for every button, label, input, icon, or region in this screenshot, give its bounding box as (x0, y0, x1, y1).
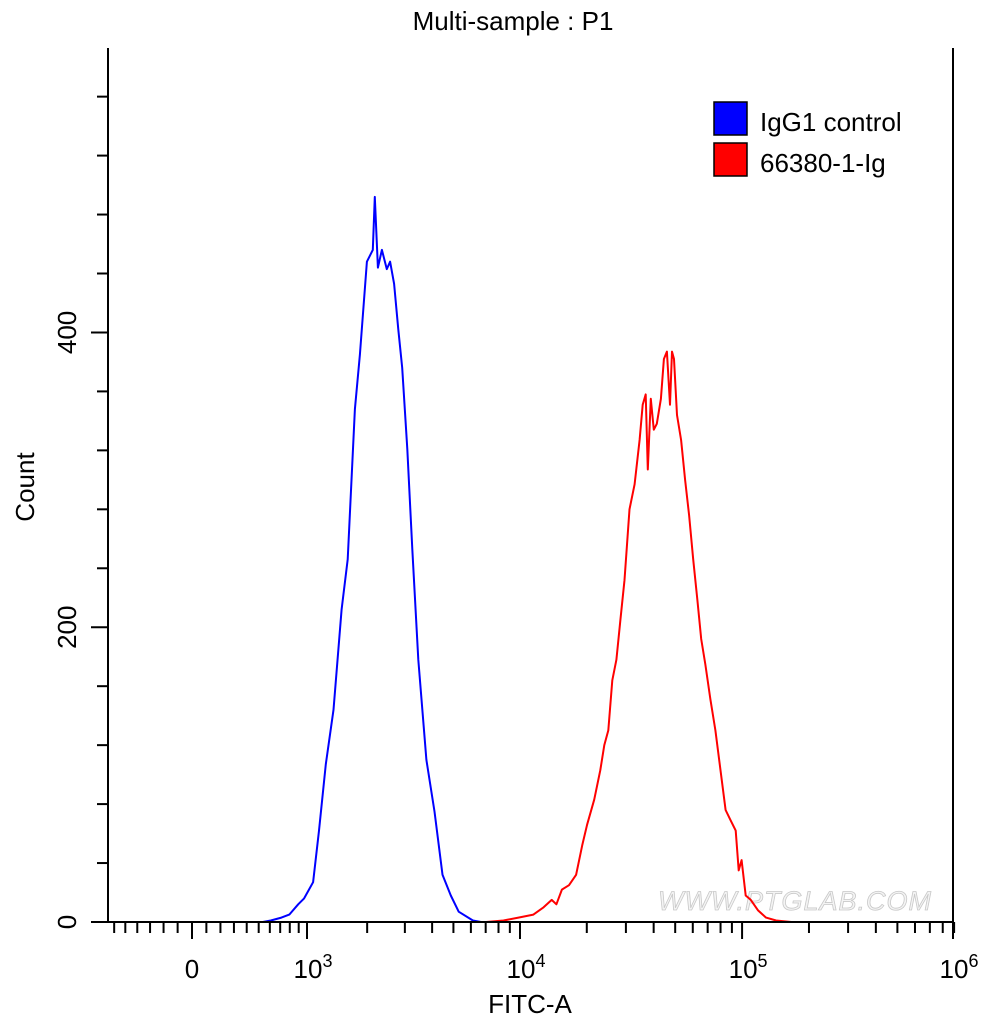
series-layer (262, 195, 792, 923)
axes (107, 48, 954, 923)
x-tick-label-base: 10 (940, 954, 969, 984)
y-axis-label: Count (10, 452, 40, 522)
x-tick-label: 104 (507, 951, 546, 984)
x-tick-label-exponent: 5 (758, 951, 768, 971)
x-tick-label-exponent: 3 (322, 951, 332, 971)
legend-swatch-igg1 (713, 101, 748, 136)
x-tick-label-base: 10 (729, 954, 758, 984)
series-line-1 (486, 350, 792, 923)
y-tick-label: 0 (52, 915, 82, 929)
x-tick-label-exponent: 6 (968, 951, 978, 971)
x-tick-label-base: 0 (185, 954, 199, 984)
x-tick-label: 0 (185, 954, 199, 984)
x-tick-label: 103 (294, 951, 333, 984)
x-tick-label-base: 10 (507, 954, 536, 984)
x-axis-label: FITC-A (488, 989, 572, 1019)
watermark: WWW.PTGLAB.COM (658, 886, 932, 916)
x-ticks: 0 103 104 105 106 (113, 922, 979, 984)
x-tick-label-exponent: 4 (535, 951, 545, 971)
legend: IgG1 control 66380-1-Ig (713, 101, 902, 178)
y-tick-label: 200 (52, 606, 82, 649)
x-tick-label: 105 (729, 951, 768, 984)
x-tick-label: 106 (940, 951, 979, 984)
y-ticks: 0 200 400 (52, 95, 108, 929)
legend-swatch-66380 (713, 142, 748, 177)
y-tick-label: 400 (52, 311, 82, 354)
chart-title: Multi-sample : P1 (413, 6, 614, 36)
legend-label-66380: 66380-1-Ig (760, 148, 886, 178)
series-line-0 (262, 195, 482, 923)
legend-label-igg1: IgG1 control (760, 107, 902, 137)
x-tick-label-base: 10 (294, 954, 323, 984)
